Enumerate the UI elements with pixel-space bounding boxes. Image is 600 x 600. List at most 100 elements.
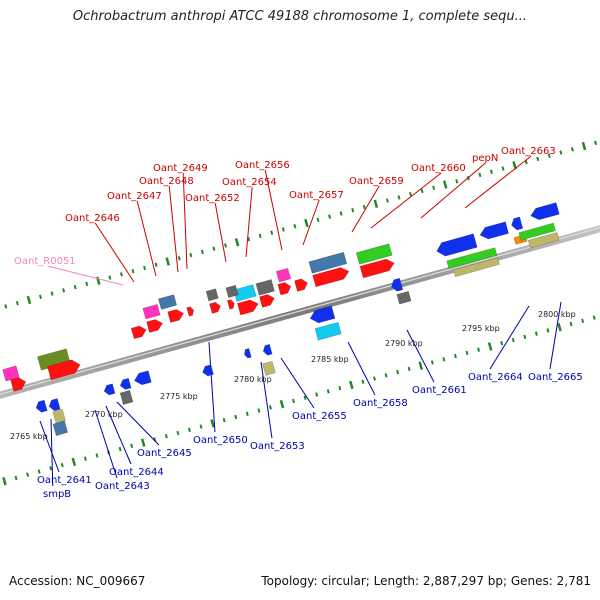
- forward-track-tick: [501, 166, 505, 171]
- reverse-gene-arrow[interactable]: [119, 377, 132, 390]
- forward-track-tick: [15, 301, 19, 306]
- forward-track-tick: [50, 291, 54, 296]
- gene-label-oant-2648[interactable]: Oant_2648: [139, 176, 194, 187]
- reverse-track-tick: [268, 405, 272, 410]
- gene-label-oant-2658[interactable]: Oant_2658: [353, 398, 408, 409]
- feature-gene-arrow[interactable]: [225, 284, 239, 298]
- gene-label-oant-2664[interactable]: Oant_2664: [468, 372, 523, 383]
- feature-gene-arrow[interactable]: [2, 365, 20, 382]
- gene-label-pepn[interactable]: pepN: [472, 153, 498, 164]
- forward-gene-arrow[interactable]: [167, 309, 185, 323]
- reverse-gene-arrow[interactable]: [436, 233, 478, 257]
- forward-gene-arrow[interactable]: [294, 278, 308, 292]
- reverse-track-tick: [292, 398, 296, 404]
- feature-gene-arrow[interactable]: [262, 360, 276, 376]
- reverse-gene-arrow[interactable]: [35, 399, 48, 413]
- forward-gene-arrow[interactable]: [47, 359, 81, 381]
- gene-label-oant-2645[interactable]: Oant_2645: [137, 448, 192, 459]
- reverse-track-tick: [569, 321, 573, 327]
- gene-label-oant-2647[interactable]: Oant_2647: [107, 191, 162, 202]
- forward-gene-arrow[interactable]: [312, 267, 350, 288]
- feature-gene-arrow[interactable]: [233, 284, 257, 302]
- reverse-track-tick: [500, 341, 504, 346]
- feature-gene-arrow[interactable]: [52, 420, 69, 437]
- forward-gene-arrow[interactable]: [10, 377, 27, 392]
- gene-label-oant-2656[interactable]: Oant_2656: [235, 160, 290, 171]
- reverse-gene-arrow[interactable]: [202, 364, 214, 377]
- reverse-track-tick: [245, 411, 249, 416]
- feature-gene-arrow[interactable]: [314, 321, 342, 341]
- gene-label-oant-2665[interactable]: Oant_2665: [528, 372, 583, 383]
- reverse-gene-arrow[interactable]: [243, 348, 252, 359]
- feature-gene-arrow[interactable]: [275, 267, 292, 283]
- gene-label-oant-2652[interactable]: Oant_2652: [185, 193, 240, 204]
- reverse-gene-arrow[interactable]: [133, 370, 152, 386]
- gene-label-oant-2641[interactable]: Oant_2641: [37, 475, 92, 486]
- forward-track-tick: [304, 218, 309, 228]
- forward-track-tick: [165, 257, 170, 266]
- reverse-gene-arrow[interactable]: [511, 216, 524, 231]
- reverse-track-tick: [303, 395, 307, 400]
- forward-gene-arrow[interactable]: [186, 306, 195, 317]
- gene-label-oant-2659[interactable]: Oant_2659: [349, 176, 404, 187]
- reverse-track-tick: [279, 399, 285, 409]
- forward-gene-arrow[interactable]: [226, 299, 235, 310]
- feature-gene-arrow[interactable]: [157, 294, 178, 310]
- reverse-track-tick: [187, 427, 191, 433]
- feature-gene-arrow[interactable]: [518, 222, 556, 241]
- forward-track-tick: [119, 272, 123, 277]
- forward-gene-arrow[interactable]: [237, 299, 259, 316]
- forward-track-tick: [73, 284, 77, 290]
- gene-label-oant-2644[interactable]: Oant_2644: [109, 467, 164, 478]
- gene-label-oant-2655[interactable]: Oant_2655: [292, 411, 347, 422]
- forward-track-tick: [489, 169, 493, 174]
- feature-gene-arrow[interactable]: [355, 243, 393, 265]
- feature-gene-arrow[interactable]: [255, 279, 275, 296]
- gene-label-smpb[interactable]: smpB: [43, 489, 71, 500]
- gene-label-oant-2661[interactable]: Oant_2661: [412, 385, 467, 396]
- feature-gene-arrow[interactable]: [142, 304, 161, 320]
- forward-track-tick: [143, 265, 147, 271]
- feature-gene-arrow[interactable]: [527, 232, 560, 249]
- feature-gene-arrow[interactable]: [396, 290, 412, 305]
- reverse-track-tick: [49, 466, 53, 471]
- label-leader-line: [136, 200, 157, 277]
- forward-track-tick: [581, 141, 587, 151]
- gene-label-oant-2657[interactable]: Oant_2657: [289, 190, 344, 201]
- reverse-track-tick: [83, 456, 87, 461]
- gene-label-oant-2663[interactable]: Oant_2663: [501, 146, 556, 157]
- reverse-gene-arrow[interactable]: [309, 305, 336, 324]
- feature-gene-arrow[interactable]: [52, 408, 66, 424]
- gene-label-oant-2649[interactable]: Oant_2649: [153, 163, 208, 174]
- label-leader-line: [105, 405, 132, 465]
- forward-gene-arrow[interactable]: [277, 282, 292, 296]
- reverse-gene-arrow[interactable]: [391, 277, 404, 292]
- gene-label-oant-2653[interactable]: Oant_2653: [250, 441, 305, 452]
- feature-gene-arrow[interactable]: [308, 251, 348, 274]
- forward-gene-arrow[interactable]: [209, 301, 221, 314]
- reverse-track-tick: [60, 462, 64, 468]
- reverse-gene-arrow[interactable]: [479, 221, 509, 240]
- feature-gene-arrow[interactable]: [453, 257, 500, 278]
- feature-gene-arrow[interactable]: [205, 288, 219, 302]
- reverse-gene-arrow[interactable]: [262, 343, 273, 356]
- gene-label-oant-2654[interactable]: Oant_2654: [222, 177, 277, 188]
- reverse-track-tick: [396, 369, 400, 375]
- gene-label-oant-2650[interactable]: Oant_2650: [193, 435, 248, 446]
- forward-gene-arrow[interactable]: [259, 294, 275, 308]
- reverse-gene-arrow[interactable]: [530, 202, 560, 221]
- feature-gene-arrow[interactable]: [119, 389, 134, 405]
- gene-label-oant-2643[interactable]: Oant_2643: [95, 481, 150, 492]
- reverse-gene-arrow[interactable]: [103, 383, 116, 396]
- forward-gene-arrow[interactable]: [359, 258, 395, 279]
- gene-label-oant-2660[interactable]: Oant_2660: [411, 163, 466, 174]
- reverse-track-tick: [2, 476, 7, 486]
- gene-label-oant-2646[interactable]: Oant_2646: [65, 213, 120, 224]
- feature-gene-arrow[interactable]: [446, 247, 498, 270]
- forward-gene-arrow[interactable]: [130, 325, 147, 340]
- gene-label-oant-r0051[interactable]: Oant_R0051: [14, 256, 76, 267]
- label-leader-line: [489, 305, 530, 370]
- forward-gene-arrow[interactable]: [146, 319, 163, 333]
- reverse-gene-arrow[interactable]: [48, 398, 61, 412]
